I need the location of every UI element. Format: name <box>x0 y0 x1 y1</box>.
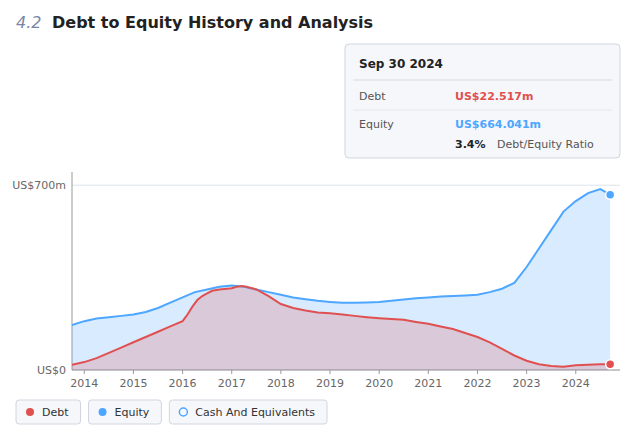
legend-label: Debt <box>42 406 69 419</box>
x-tick-label: 2021 <box>414 377 442 390</box>
x-tick <box>231 370 232 374</box>
tooltip-label: Debt <box>359 90 386 103</box>
x-tick <box>379 370 380 374</box>
x-tick-label: 2014 <box>70 377 98 390</box>
x-tick <box>330 370 331 374</box>
x-tick <box>84 370 85 374</box>
tooltip-value: US$664.041m <box>455 118 541 131</box>
x-tick-label: 2023 <box>513 377 541 390</box>
x-tick <box>133 370 134 374</box>
x-tick <box>182 370 183 374</box>
x-tick <box>575 370 576 374</box>
tooltip-separator <box>353 80 612 81</box>
plot-area <box>72 189 615 370</box>
series-line <box>72 189 610 325</box>
x-tick-label: 2022 <box>463 377 491 390</box>
title: Debt to Equity History and Analysis <box>52 13 373 32</box>
title-prefix: 4.2 <box>16 13 41 32</box>
x-tick <box>477 370 478 374</box>
legend-box <box>89 400 162 424</box>
legend-marker <box>179 408 187 416</box>
area-fill <box>72 189 610 370</box>
title-row: 4.2 Debt to Equity History and Analysis <box>16 13 373 32</box>
chart: 4.2 Debt to Equity History and Analysis Se… <box>0 0 640 438</box>
tooltip-value: US$22.517m <box>455 90 533 103</box>
y-tick-label: US$700m <box>12 179 66 192</box>
legend: Debt Equity Cash And Equivalents <box>16 400 327 424</box>
x-tick-label: 2016 <box>169 377 197 390</box>
x-tick <box>280 370 281 374</box>
legend-item: Equity <box>89 400 162 424</box>
legend-item: Cash And Equivalents <box>169 400 327 424</box>
x-tick <box>526 370 527 374</box>
x-tick-label: 2019 <box>316 377 344 390</box>
axes: US$0 US$700m 2014 2015 2016 2017 2018 2019 2020 2… <box>12 172 620 390</box>
tooltip-date: Sep 30 2024 <box>359 57 443 71</box>
legend-box <box>169 400 327 424</box>
tooltip-ratio: 3.4% <box>455 138 486 151</box>
legend-marker <box>26 408 34 416</box>
tooltip: Sep 30 2024 Debt US$22.517m Equity US$664.04… <box>345 44 620 158</box>
y-tick-label: US$0 <box>37 364 66 377</box>
tooltip-label: Debt/Equity Ratio <box>497 138 594 151</box>
tooltip-box <box>345 44 620 158</box>
area-fill <box>72 286 610 370</box>
x-tick-label: 2024 <box>562 377 590 390</box>
endpoint-dot <box>606 190 615 199</box>
x-tick-label: 2015 <box>119 377 147 390</box>
legend-marker <box>99 408 107 416</box>
x-tick-label: 2018 <box>267 377 295 390</box>
legend-label: Cash And Equivalents <box>195 406 315 419</box>
legend-box <box>16 400 81 424</box>
x-tick-label: 2017 <box>218 377 246 390</box>
legend-item: Debt <box>16 400 81 424</box>
x-tick <box>428 370 429 374</box>
x-tick-label: 2020 <box>365 377 393 390</box>
endpoint-dot <box>606 360 615 369</box>
series-line <box>72 286 610 367</box>
grid-line <box>72 185 620 186</box>
tooltip-label: Equity <box>359 118 394 131</box>
tooltip-separator <box>353 110 612 111</box>
legend-label: Equity <box>115 406 150 419</box>
